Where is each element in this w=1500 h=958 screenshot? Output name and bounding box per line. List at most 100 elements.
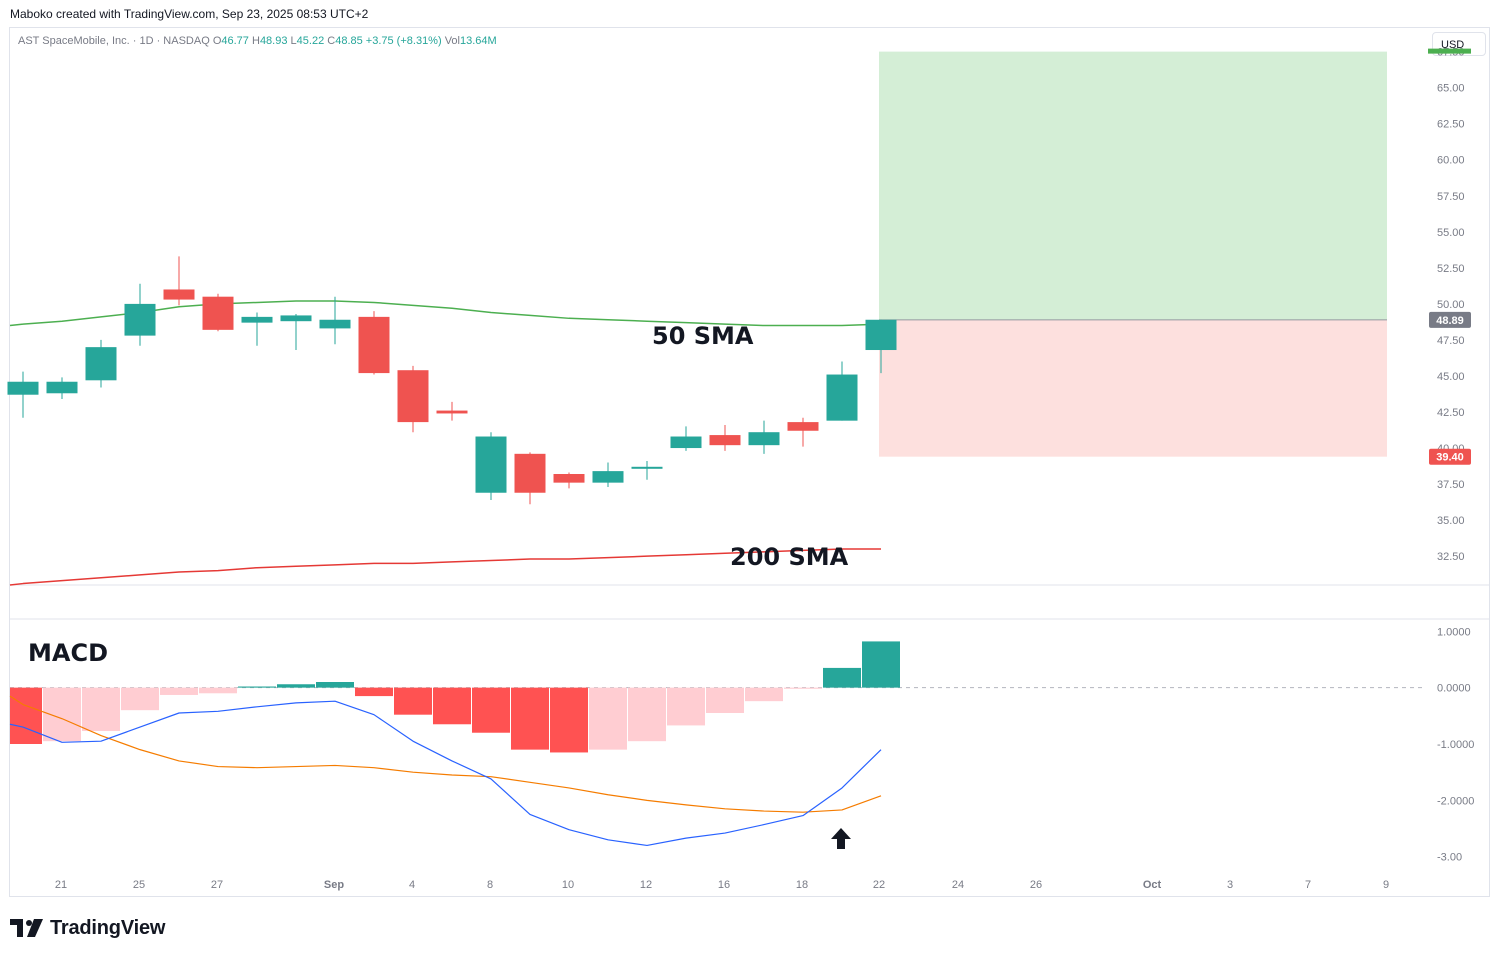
macd-histogram-bar[interactable] [862,641,900,688]
candle-body[interactable] [163,289,195,300]
open-label: O [212,35,222,47]
sma200-line-segment [9,582,24,586]
macd-histogram-bar[interactable] [823,667,861,688]
brand-footer[interactable]: TradingView [10,916,165,940]
chart-frame [9,27,1490,897]
macd-histogram-bar[interactable] [394,687,432,715]
macd-tick-label: 0.0000 [1437,683,1471,695]
time-tick-label: 26 [1030,879,1042,891]
time-tick-label: 22 [873,879,885,891]
price-tick-label: 32.50 [1437,551,1465,563]
candle-body[interactable] [280,315,312,322]
time-tick-label: 18 [796,879,808,891]
change-value: +3.75 (+8.31%) [365,35,442,47]
macd-histogram-bar[interactable] [316,682,354,688]
symbol-legend: AST SpaceMobile, Inc. · 1D · NASDAQ O46.… [18,35,497,47]
price-tick-label: 37.50 [1437,479,1465,491]
macd-title[interactable]: MACD [28,639,108,667]
macd-line-segment [9,723,24,728]
time-tick-label: 8 [487,879,493,891]
macd-histogram-bar[interactable] [160,687,198,695]
signal-line-segment [9,695,24,706]
candle-body[interactable] [241,316,273,323]
macd-histogram-bar[interactable] [745,687,783,702]
price-tick-label: 50.00 [1437,299,1465,311]
candle-body[interactable] [7,381,39,395]
volume-value: 13.64M [460,35,497,47]
annotation-50-sma[interactable]: 50 SMA [652,322,754,350]
macd-histogram-bar[interactable] [667,687,705,726]
macd-histogram-bar[interactable] [238,686,276,688]
last-price-badge [1429,311,1471,328]
price-tick-label: 60.00 [1437,155,1465,167]
stop-price-badge [1429,448,1471,465]
macd-tick-label: -1.0000 [1437,739,1474,751]
time-tick-label: 12 [640,879,652,891]
candle-body[interactable] [202,296,234,330]
time-tick-label: 25 [133,879,145,891]
macd-tick-label: 1.0000 [1437,626,1471,638]
target-price-marker [1428,48,1471,54]
candle-body[interactable] [709,435,741,446]
candle-body[interactable] [592,471,624,483]
candle-body[interactable] [865,319,897,351]
time-tick-label: 4 [409,879,415,891]
close-value: 48.85 [335,35,363,47]
macd-histogram-bar[interactable] [628,687,666,742]
candle-body[interactable] [319,319,351,329]
macd-histogram-bar[interactable] [784,687,822,689]
candle-body[interactable] [826,374,858,421]
candle-body[interactable] [124,303,156,336]
candle-body[interactable] [787,422,819,431]
time-tick-label: 27 [211,879,223,891]
candle-body[interactable] [397,370,429,423]
candle-body[interactable] [514,453,546,493]
macd-histogram-bar[interactable] [199,687,237,694]
time-tick-label: 10 [562,879,574,891]
candle-body[interactable] [85,347,117,381]
tradingview-logo-icon [10,919,43,937]
candle-body[interactable] [748,432,780,446]
candle-body[interactable] [670,436,702,449]
macd-histogram-bar[interactable] [472,687,510,733]
time-tick-label: 7 [1305,879,1311,891]
macd-tick-label: -2.0000 [1437,795,1474,807]
macd-histogram-bar[interactable] [511,687,549,750]
annotation-200-sma[interactable]: 200 SMA [730,543,849,571]
macd-histogram-bar[interactable] [706,687,744,713]
open-value: 46.77 [221,35,249,47]
target-zone[interactable] [879,51,1387,320]
macd-histogram-bar[interactable] [589,687,627,750]
macd-histogram-bar[interactable] [82,687,120,732]
candle-body[interactable] [553,474,585,483]
macd-tick-label: -3.00 [1437,852,1462,864]
macd-histogram-bar[interactable] [355,687,393,697]
close-label: C [327,35,336,47]
candle-body[interactable] [46,381,78,394]
macd-histogram-bar[interactable] [121,687,159,711]
sma50-line-segment [9,323,24,327]
candle-body[interactable] [475,436,507,493]
macd-histogram-bar[interactable] [10,687,42,744]
price-tick-label: 52.50 [1437,263,1465,275]
volume-label: Vol [444,35,460,47]
author-line: Maboko created with TradingView.com, Sep… [10,7,369,21]
candle-body[interactable] [436,410,468,414]
macd-line [22,700,882,847]
high-value: 48.93 [259,35,288,47]
macd-histogram-bar[interactable] [277,684,315,688]
arrow-up-icon[interactable] [831,828,851,849]
symbol-description[interactable]: AST SpaceMobile, Inc. · 1D · NASDAQ [18,35,210,47]
price-tick-label: 62.50 [1437,119,1465,131]
candle-body[interactable] [358,316,390,374]
time-tick-label: 16 [718,879,730,891]
stop-zone[interactable] [879,319,1387,457]
macd-histogram-bar[interactable] [550,687,588,753]
price-tick-label: 55.00 [1437,227,1465,239]
stop-price-label: 39.40 [1436,452,1464,464]
time-tick-label: Oct [1143,879,1162,891]
macd-histogram-bar[interactable] [433,687,471,725]
candle-body[interactable] [631,466,663,469]
last-price-label: 48.89 [1436,315,1464,327]
